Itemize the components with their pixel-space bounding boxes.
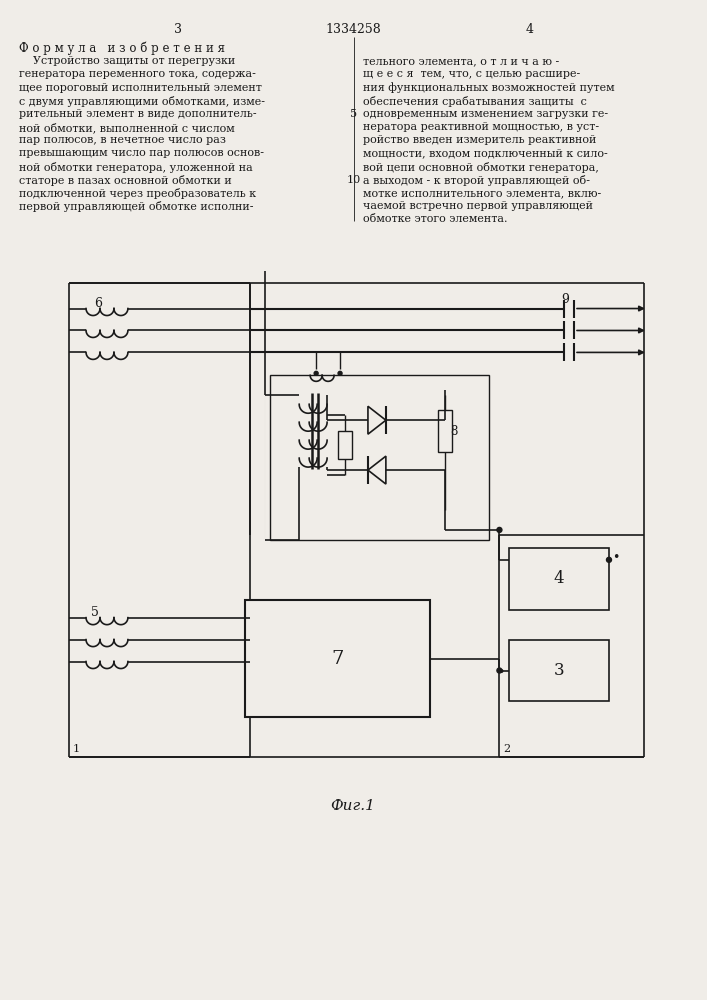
Circle shape [314,371,318,375]
Text: Ф о р м у л а   и з о б р е т е н и я: Ф о р м у л а и з о б р е т е н и я [19,41,226,55]
Bar [438,410,452,452]
Text: Фиг.1: Фиг.1 [331,799,375,813]
Text: 9: 9 [561,293,569,306]
Text: одновременным изменением загрузки ге-: одновременным изменением загрузки ге- [363,109,608,119]
Text: подключенной через преобразователь к: подключенной через преобразователь к [19,188,257,199]
Text: чаемой встречно первой управляющей: чаемой встречно первой управляющей [363,201,593,211]
Bar [270,375,489,540]
Text: 1: 1 [73,744,80,754]
Text: пар полюсов, в нечетное число раз: пар полюсов, в нечетное число раз [19,135,226,145]
Text: мощности, входом подключенный к сило-: мощности, входом подключенный к сило- [363,148,608,158]
Text: с двумя управляющими обмотками, изме-: с двумя управляющими обмотками, изме- [19,96,265,107]
Text: 4: 4 [554,570,564,587]
Circle shape [607,557,612,562]
Text: ной обмотки генератора, уложенной на: ной обмотки генератора, уложенной на [19,162,253,173]
Text: •: • [498,666,505,679]
Text: 5: 5 [351,109,358,119]
Text: рительный элемент в виде дополнитель-: рительный элемент в виде дополнитель- [19,109,257,119]
Bar [509,548,609,610]
Text: нератора реактивной мощностью, в уст-: нератора реактивной мощностью, в уст- [363,122,599,132]
Text: 6: 6 [94,297,102,310]
Text: 10: 10 [347,175,361,185]
Text: 7: 7 [332,650,344,668]
Text: вой цепи основной обмотки генератора,: вой цепи основной обмотки генератора, [363,162,599,173]
Text: 4: 4 [525,23,533,36]
Polygon shape [368,406,386,434]
Text: Устройство защиты от перегрузки: Устройство защиты от перегрузки [19,56,235,66]
Text: 5: 5 [91,606,99,619]
Text: 1334258: 1334258 [325,23,381,36]
Bar [338,431,352,459]
Text: генератора переменного тока, содержа-: генератора переменного тока, содержа- [19,69,256,79]
Circle shape [497,668,502,673]
Text: ной обмотки, выполненной с числом: ной обмотки, выполненной с числом [19,122,235,133]
Text: обмотке этого элемента.: обмотке этого элемента. [363,214,508,224]
Text: а выходом - к второй управляющей об-: а выходом - к второй управляющей об- [363,175,590,186]
Text: статоре в пазах основной обмотки и: статоре в пазах основной обмотки и [19,175,232,186]
Text: мотке исполнительного элемента, вклю-: мотке исполнительного элемента, вклю- [363,188,601,198]
Bar [509,640,609,701]
Circle shape [338,371,342,375]
Text: 8: 8 [450,425,458,438]
Text: щ е е с я  тем, что, с целью расшире-: щ е е с я тем, что, с целью расшире- [363,69,580,79]
Circle shape [497,527,502,532]
Text: •: • [612,551,619,564]
Text: ния функциональных возможностей путем: ния функциональных возможностей путем [363,83,614,93]
Text: щее пороговый исполнительный элемент: щее пороговый исполнительный элемент [19,83,262,93]
Text: 2: 2 [503,744,510,754]
Text: превышающим число пар полюсов основ-: превышающим число пар полюсов основ- [19,148,264,158]
Text: 3: 3 [174,23,182,36]
Text: обеспечения срабатывания защиты  с: обеспечения срабатывания защиты с [363,96,587,107]
Text: ройство введен измеритель реактивной: ройство введен измеритель реактивной [363,135,596,145]
Bar [245,600,430,717]
Text: первой управляющей обмотке исполни-: первой управляющей обмотке исполни- [19,201,254,212]
Text: 3: 3 [554,662,564,679]
Polygon shape [368,456,386,484]
Text: тельного элемента, о т л и ч а ю -: тельного элемента, о т л и ч а ю - [363,56,559,66]
